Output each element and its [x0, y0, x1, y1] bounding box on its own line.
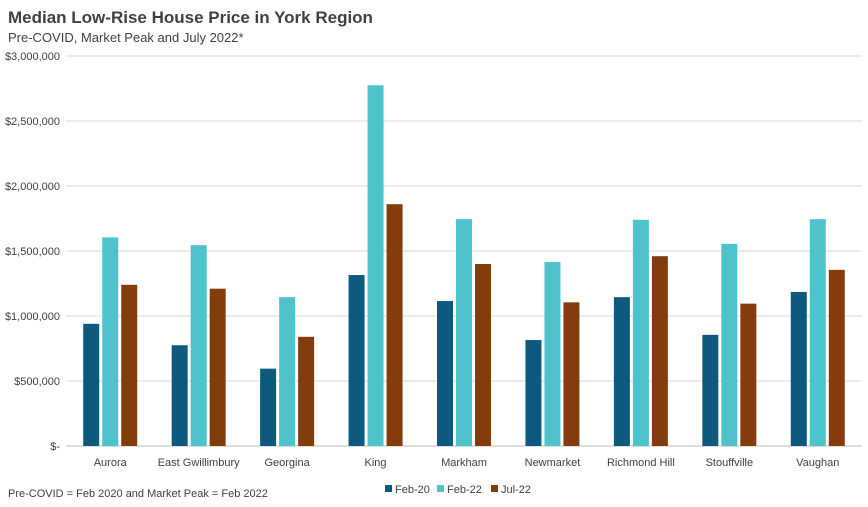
bar-jul-22-king	[386, 204, 403, 446]
legend-label: Feb-20	[395, 484, 430, 496]
bar-feb-20-vaughan	[790, 291, 807, 446]
legend-label: Jul-22	[501, 484, 531, 496]
chart-title: Median Low-Rise House Price in York Regi…	[8, 8, 373, 27]
x-tick-label: Newmarket	[525, 457, 581, 469]
bar-feb-22-georgina	[279, 297, 296, 446]
bar-feb-22-vaughan	[809, 219, 826, 446]
bar-feb-20-georgina	[260, 368, 277, 446]
x-tick-label: Georgina	[264, 457, 310, 469]
bar-feb-20-newmarket	[525, 340, 542, 446]
bar-jul-22-aurora	[121, 284, 138, 446]
bar-jul-22-vaughan	[828, 269, 845, 446]
bar-feb-20-richmond-hill	[613, 297, 630, 446]
legend-swatch	[491, 485, 498, 492]
bar-feb-22-king	[367, 85, 384, 446]
y-axis: $- $500,000 $1,000,000 $1,500,000 $2,000,000…	[5, 51, 60, 453]
bar-jul-22-georgina	[298, 336, 315, 446]
legend: Feb-20 Feb-22 Jul-22	[385, 484, 531, 496]
bar-feb-20-aurora	[83, 323, 100, 446]
y-tick-label: $1,000,000	[5, 311, 60, 323]
bar-jul-22-markham	[475, 264, 491, 446]
x-tick-label: Richmond Hill	[607, 457, 675, 469]
bar-feb-22-east-gwillimbury	[190, 245, 207, 446]
bar-jul-22-stouffville	[740, 303, 757, 446]
legend-label: Feb-22	[447, 484, 482, 496]
bar-feb-22-newmarket	[544, 262, 561, 446]
y-tick-label: $1,500,000	[5, 246, 60, 258]
x-axis: Aurora East Gwillimbury Georgina King Markha…	[94, 457, 840, 469]
x-tick-label: East Gwillimbury	[158, 457, 240, 469]
y-tick-label: $2,000,000	[5, 181, 60, 193]
bar-jul-22-east-gwillimbury	[209, 288, 226, 446]
legend-swatch	[385, 485, 392, 492]
chart-subtitle: Pre-COVID, Market Peak and July 2022*	[8, 30, 244, 45]
y-tick-label: $500,000	[14, 376, 60, 388]
x-tick-label: King	[365, 457, 387, 469]
x-tick-label: Stouffville	[706, 457, 754, 469]
y-tick-label: $-	[50, 441, 60, 453]
x-tick-label: Aurora	[94, 457, 128, 469]
bar-feb-20-king	[348, 275, 365, 446]
bar-feb-20-east-gwillimbury	[171, 345, 188, 446]
bar-feb-22-markham	[456, 219, 472, 446]
bar-feb-22-stouffville	[721, 243, 738, 446]
y-tick-label: $2,500,000	[5, 116, 60, 128]
bars	[83, 85, 845, 446]
bar-feb-20-markham	[437, 301, 453, 446]
bar-jul-22-richmond-hill	[651, 256, 668, 446]
y-tick-label: $3,000,000	[5, 51, 60, 63]
x-tick-label: Markham	[441, 457, 487, 469]
legend-swatch	[437, 485, 444, 492]
bar-jul-22-newmarket	[563, 302, 580, 446]
chart-footnote: Pre-COVID = Feb 2020 and Market Peak = F…	[8, 488, 268, 500]
bar-feb-22-aurora	[102, 237, 119, 446]
bar-feb-22-richmond-hill	[632, 219, 649, 446]
bar-feb-20-stouffville	[702, 334, 719, 446]
x-tick-label: Vaughan	[796, 457, 839, 469]
